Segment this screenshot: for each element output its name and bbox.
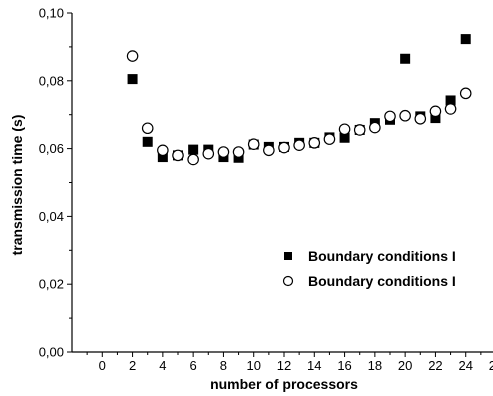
y-axis-title: transmission time (s)	[9, 115, 25, 256]
data-point	[142, 136, 153, 147]
legend-marker	[284, 252, 292, 260]
data-point	[263, 144, 275, 157]
legend-label: Boundary conditions I	[308, 273, 456, 289]
data-point	[414, 112, 427, 125]
data-point	[429, 105, 442, 118]
y-tick-label: 0,02	[39, 277, 64, 292]
data-point	[400, 53, 411, 64]
data-point	[293, 139, 305, 152]
x-tick-label: 4	[159, 358, 166, 373]
data-point	[217, 146, 230, 158]
data-point	[157, 152, 168, 163]
data-point	[188, 144, 199, 155]
x-tick-label: 16	[337, 358, 351, 373]
data-point	[126, 50, 139, 62]
data-point	[247, 138, 260, 150]
data-point	[399, 109, 411, 122]
data-point	[202, 147, 215, 160]
data-point	[339, 132, 350, 143]
data-point	[384, 110, 396, 123]
data-series	[126, 34, 472, 166]
data-point	[141, 122, 154, 135]
data-point	[187, 153, 199, 166]
data-point	[459, 87, 472, 100]
data-point	[172, 149, 184, 162]
data-point	[323, 133, 336, 145]
x-tick-label: 24	[458, 358, 472, 373]
axis-ticks: 024681012141618202224260,000,020,040,060…	[39, 6, 493, 374]
legend: Boundary conditions I Boundary conditions…	[282, 248, 456, 289]
data-point	[444, 103, 457, 115]
data-point	[278, 141, 290, 154]
data-point	[430, 113, 441, 124]
x-tick-label: 6	[190, 358, 197, 373]
x-tick-label: 8	[220, 358, 227, 373]
y-tick-label: 0,10	[39, 6, 64, 21]
x-tick-label: 26	[489, 358, 493, 373]
data-point	[353, 124, 366, 136]
plot-axes	[71, 13, 493, 353]
x-tick-label: 20	[398, 358, 412, 373]
x-tick-label: 12	[277, 358, 291, 373]
data-point	[338, 123, 351, 136]
y-tick-label: 0,00	[39, 345, 64, 360]
legend-entry-1: Boundary conditions I	[284, 248, 456, 264]
x-axis-title: number of processors	[210, 376, 358, 392]
x-tick-label: 0	[99, 358, 106, 373]
y-tick-label: 0,04	[39, 209, 64, 224]
data-point	[127, 74, 138, 85]
series-2	[126, 50, 472, 166]
x-tick-label: 22	[428, 358, 442, 373]
x-tick-label: 14	[307, 358, 321, 373]
data-point	[445, 95, 456, 106]
legend-entry-2: Boundary conditions I	[282, 273, 456, 289]
data-point	[157, 144, 169, 157]
x-tick-label: 10	[246, 358, 260, 373]
x-tick-label: 18	[368, 358, 382, 373]
x-tick-label: 2	[129, 358, 136, 373]
y-tick-label: 0,08	[39, 73, 64, 88]
legend-marker	[282, 275, 294, 287]
data-point	[369, 121, 381, 134]
data-point	[308, 137, 321, 149]
y-tick-label: 0,06	[39, 141, 64, 156]
legend-label: Boundary conditions I	[308, 248, 456, 264]
data-point	[232, 146, 245, 158]
data-point	[460, 34, 471, 45]
